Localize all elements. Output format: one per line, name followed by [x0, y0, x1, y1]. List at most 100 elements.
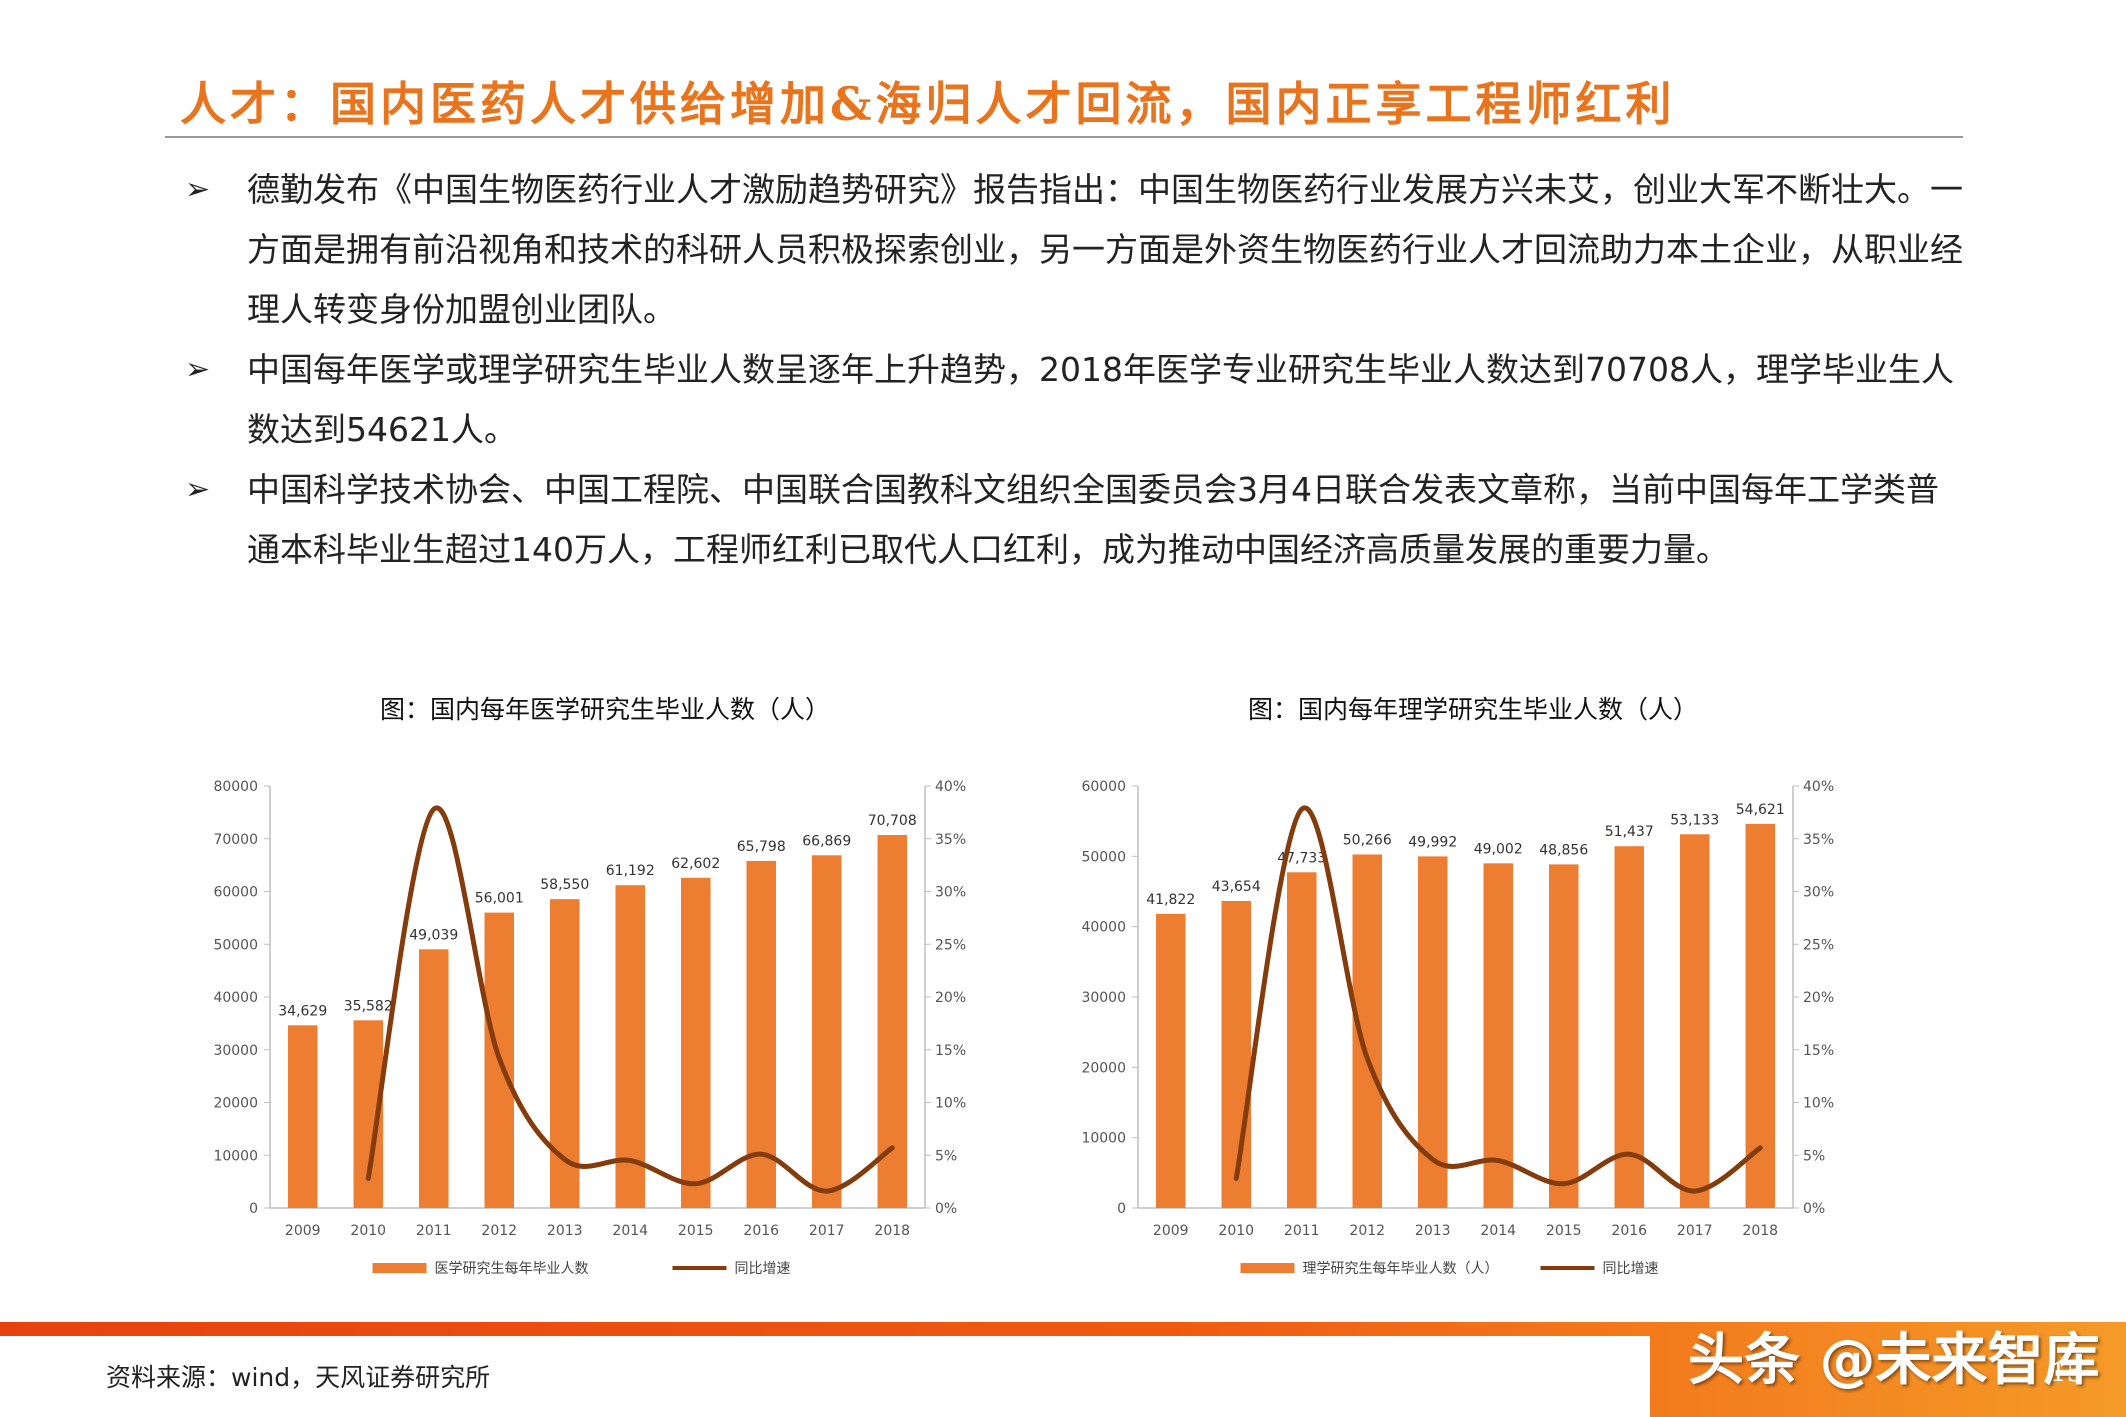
legend-bar-label: 理学研究生每年毕业人数（人） — [1303, 1261, 1499, 1277]
bar-data-label: 53,133 — [1670, 812, 1719, 828]
medical-graduates-chart: 图：国内每年医学研究生毕业人数（人） 0 10000 20000 30000 40000… — [195, 690, 1015, 1290]
y2-tick-label: 35% — [935, 832, 966, 848]
x-tick-label: 2010 — [1218, 1223, 1254, 1239]
bar-data-label: 43,654 — [1212, 879, 1261, 895]
bar — [1614, 846, 1644, 1208]
x-tick-label: 2011 — [1284, 1223, 1320, 1239]
x-tick-label: 2009 — [285, 1223, 321, 1239]
y2-tick-label: 0% — [1803, 1201, 1825, 1217]
bar-data-label: 70,708 — [868, 813, 917, 829]
y2-tick-label: 35% — [1803, 832, 1834, 848]
bar — [1549, 864, 1579, 1208]
bullet-text: 德勤发布《中国生物医药行业人才激励趋势研究》报告指出：中国生物医药行业发展方兴未… — [247, 170, 1963, 329]
y-tick-label: 0 — [1117, 1201, 1126, 1217]
bar-data-label: 54,621 — [1736, 802, 1785, 818]
x-tick-label: 2009 — [1153, 1223, 1189, 1239]
bar-data-label: 66,869 — [802, 833, 851, 849]
legend-bar-swatch — [1240, 1263, 1295, 1273]
bullet-item: ➢ 中国科学技术协会、中国工程院、中国联合国教科文组织全国委员会3月4日联合发表… — [185, 460, 1965, 580]
bullet-text: 中国每年医学或理学研究生毕业人数呈逐年上升趋势，2018年医学专业研究生毕业人数… — [247, 350, 1954, 449]
y-tick-label: 40000 — [1081, 920, 1126, 936]
science-graduates-chart: 图：国内每年理学研究生毕业人数（人） 0 10000 20000 30000 40000… — [1063, 690, 1883, 1290]
bar-data-label: 51,437 — [1605, 824, 1654, 840]
y2-tick-label: 30% — [935, 885, 966, 901]
bar — [681, 877, 711, 1208]
y-tick-label: 50000 — [1081, 849, 1126, 865]
bar-data-label: 65,798 — [737, 839, 786, 855]
x-tick-label: 2017 — [809, 1223, 845, 1239]
bar-data-label: 49,039 — [409, 927, 458, 943]
y-tick-label: 10000 — [213, 1148, 258, 1164]
bar — [1483, 863, 1513, 1208]
y-tick-label: 0 — [249, 1201, 258, 1217]
chart-title: 图：国内每年理学研究生毕业人数（人） — [1247, 695, 1698, 724]
y2-tick-label: 40% — [1803, 779, 1834, 795]
chart-title: 图：国内每年医学研究生毕业人数（人） — [379, 695, 830, 724]
y-tick-label: 70000 — [213, 832, 258, 848]
bar-data-label: 49,002 — [1474, 841, 1523, 857]
bar-data-label: 47,733 — [1277, 850, 1326, 866]
y2-tick-label: 30% — [1803, 885, 1834, 901]
y-tick-label: 80000 — [213, 779, 258, 795]
y2-tick-label: 40% — [935, 779, 966, 795]
x-tick-label: 2011 — [416, 1223, 452, 1239]
chart-plot: 0 10000 20000 30000 40000 50000 60000 70000 8000… — [213, 779, 966, 1277]
bar-data-label: 41,822 — [1146, 892, 1195, 908]
bar — [1680, 834, 1710, 1208]
watermark: 头条 @未来智库 — [1688, 1328, 2100, 1393]
x-tick-label: 2015 — [678, 1223, 714, 1239]
bar — [1221, 900, 1251, 1208]
bar-data-label: 61,192 — [606, 863, 655, 879]
bar — [288, 1025, 318, 1208]
bar — [812, 855, 842, 1208]
x-tick-label: 2018 — [1742, 1223, 1778, 1239]
bar — [877, 835, 907, 1208]
y2-tick-label: 25% — [935, 937, 966, 953]
bullet-item: ➢ 中国每年医学或理学研究生毕业人数呈逐年上升趋势，2018年医学专业研究生毕业… — [185, 340, 1965, 460]
y2-tick-label: 20% — [935, 990, 966, 1006]
bar — [746, 860, 776, 1208]
y-tick-label: 10000 — [1081, 1131, 1126, 1147]
y2-tick-label: 15% — [935, 1043, 966, 1059]
legend-bar-swatch — [372, 1263, 427, 1273]
bullet-text: 中国科学技术协会、中国工程院、中国联合国教科文组织全国委员会3月4日联合发表文章… — [247, 470, 1939, 569]
bar-data-label: 35,582 — [344, 998, 393, 1014]
bar-data-label: 50,266 — [1343, 832, 1392, 848]
bullet-list: ➢ 德勤发布《中国生物医药行业人才激励趋势研究》报告指出：中国生物医药行业发展方… — [185, 160, 1965, 580]
x-tick-label: 2014 — [1480, 1223, 1516, 1239]
page-title: 人才：国内医药人才供给增加&海归人才回流，国内正享工程师红利 — [180, 77, 1676, 131]
bar — [419, 949, 449, 1208]
x-tick-label: 2015 — [1546, 1223, 1582, 1239]
bullet-item: ➢ 德勤发布《中国生物医药行业人才激励趋势研究》报告指出：中国生物医药行业发展方… — [185, 160, 1965, 340]
y2-tick-label: 0% — [935, 1201, 957, 1217]
x-tick-label: 2010 — [350, 1223, 386, 1239]
bar — [1745, 823, 1775, 1208]
y-tick-label: 40000 — [213, 990, 258, 1006]
y-tick-label: 30000 — [213, 1043, 258, 1059]
y-tick-label: 60000 — [213, 885, 258, 901]
y2-tick-label: 10% — [935, 1096, 966, 1112]
x-tick-label: 2016 — [743, 1223, 779, 1239]
x-tick-label: 2016 — [1611, 1223, 1647, 1239]
page-number: 15 — [2050, 1358, 2084, 1388]
title-divider — [165, 136, 1963, 138]
growth-line — [1233, 805, 1763, 1194]
y-tick-label: 50000 — [213, 937, 258, 953]
y2-tick-label: 5% — [1803, 1148, 1825, 1164]
legend-line-label: 同比增速 — [735, 1261, 791, 1277]
y2-tick-label: 25% — [1803, 937, 1834, 953]
x-tick-label: 2013 — [1415, 1223, 1451, 1239]
bar-data-label: 62,602 — [671, 856, 720, 872]
x-tick-label: 2012 — [481, 1223, 517, 1239]
bar-data-label: 49,992 — [1408, 834, 1457, 850]
bar — [615, 885, 645, 1208]
chart-plot: 0 10000 20000 30000 40000 50000 60000 0% 5% 10% 15… — [1081, 779, 1834, 1277]
y2-tick-label: 5% — [935, 1148, 957, 1164]
y2-tick-label: 20% — [1803, 990, 1834, 1006]
y-tick-label: 20000 — [213, 1096, 258, 1112]
x-tick-label: 2012 — [1349, 1223, 1385, 1239]
arrow-icon: ➢ — [185, 472, 211, 507]
x-tick-label: 2018 — [874, 1223, 910, 1239]
bar — [1418, 856, 1448, 1208]
bar-data-label: 58,550 — [540, 877, 589, 893]
